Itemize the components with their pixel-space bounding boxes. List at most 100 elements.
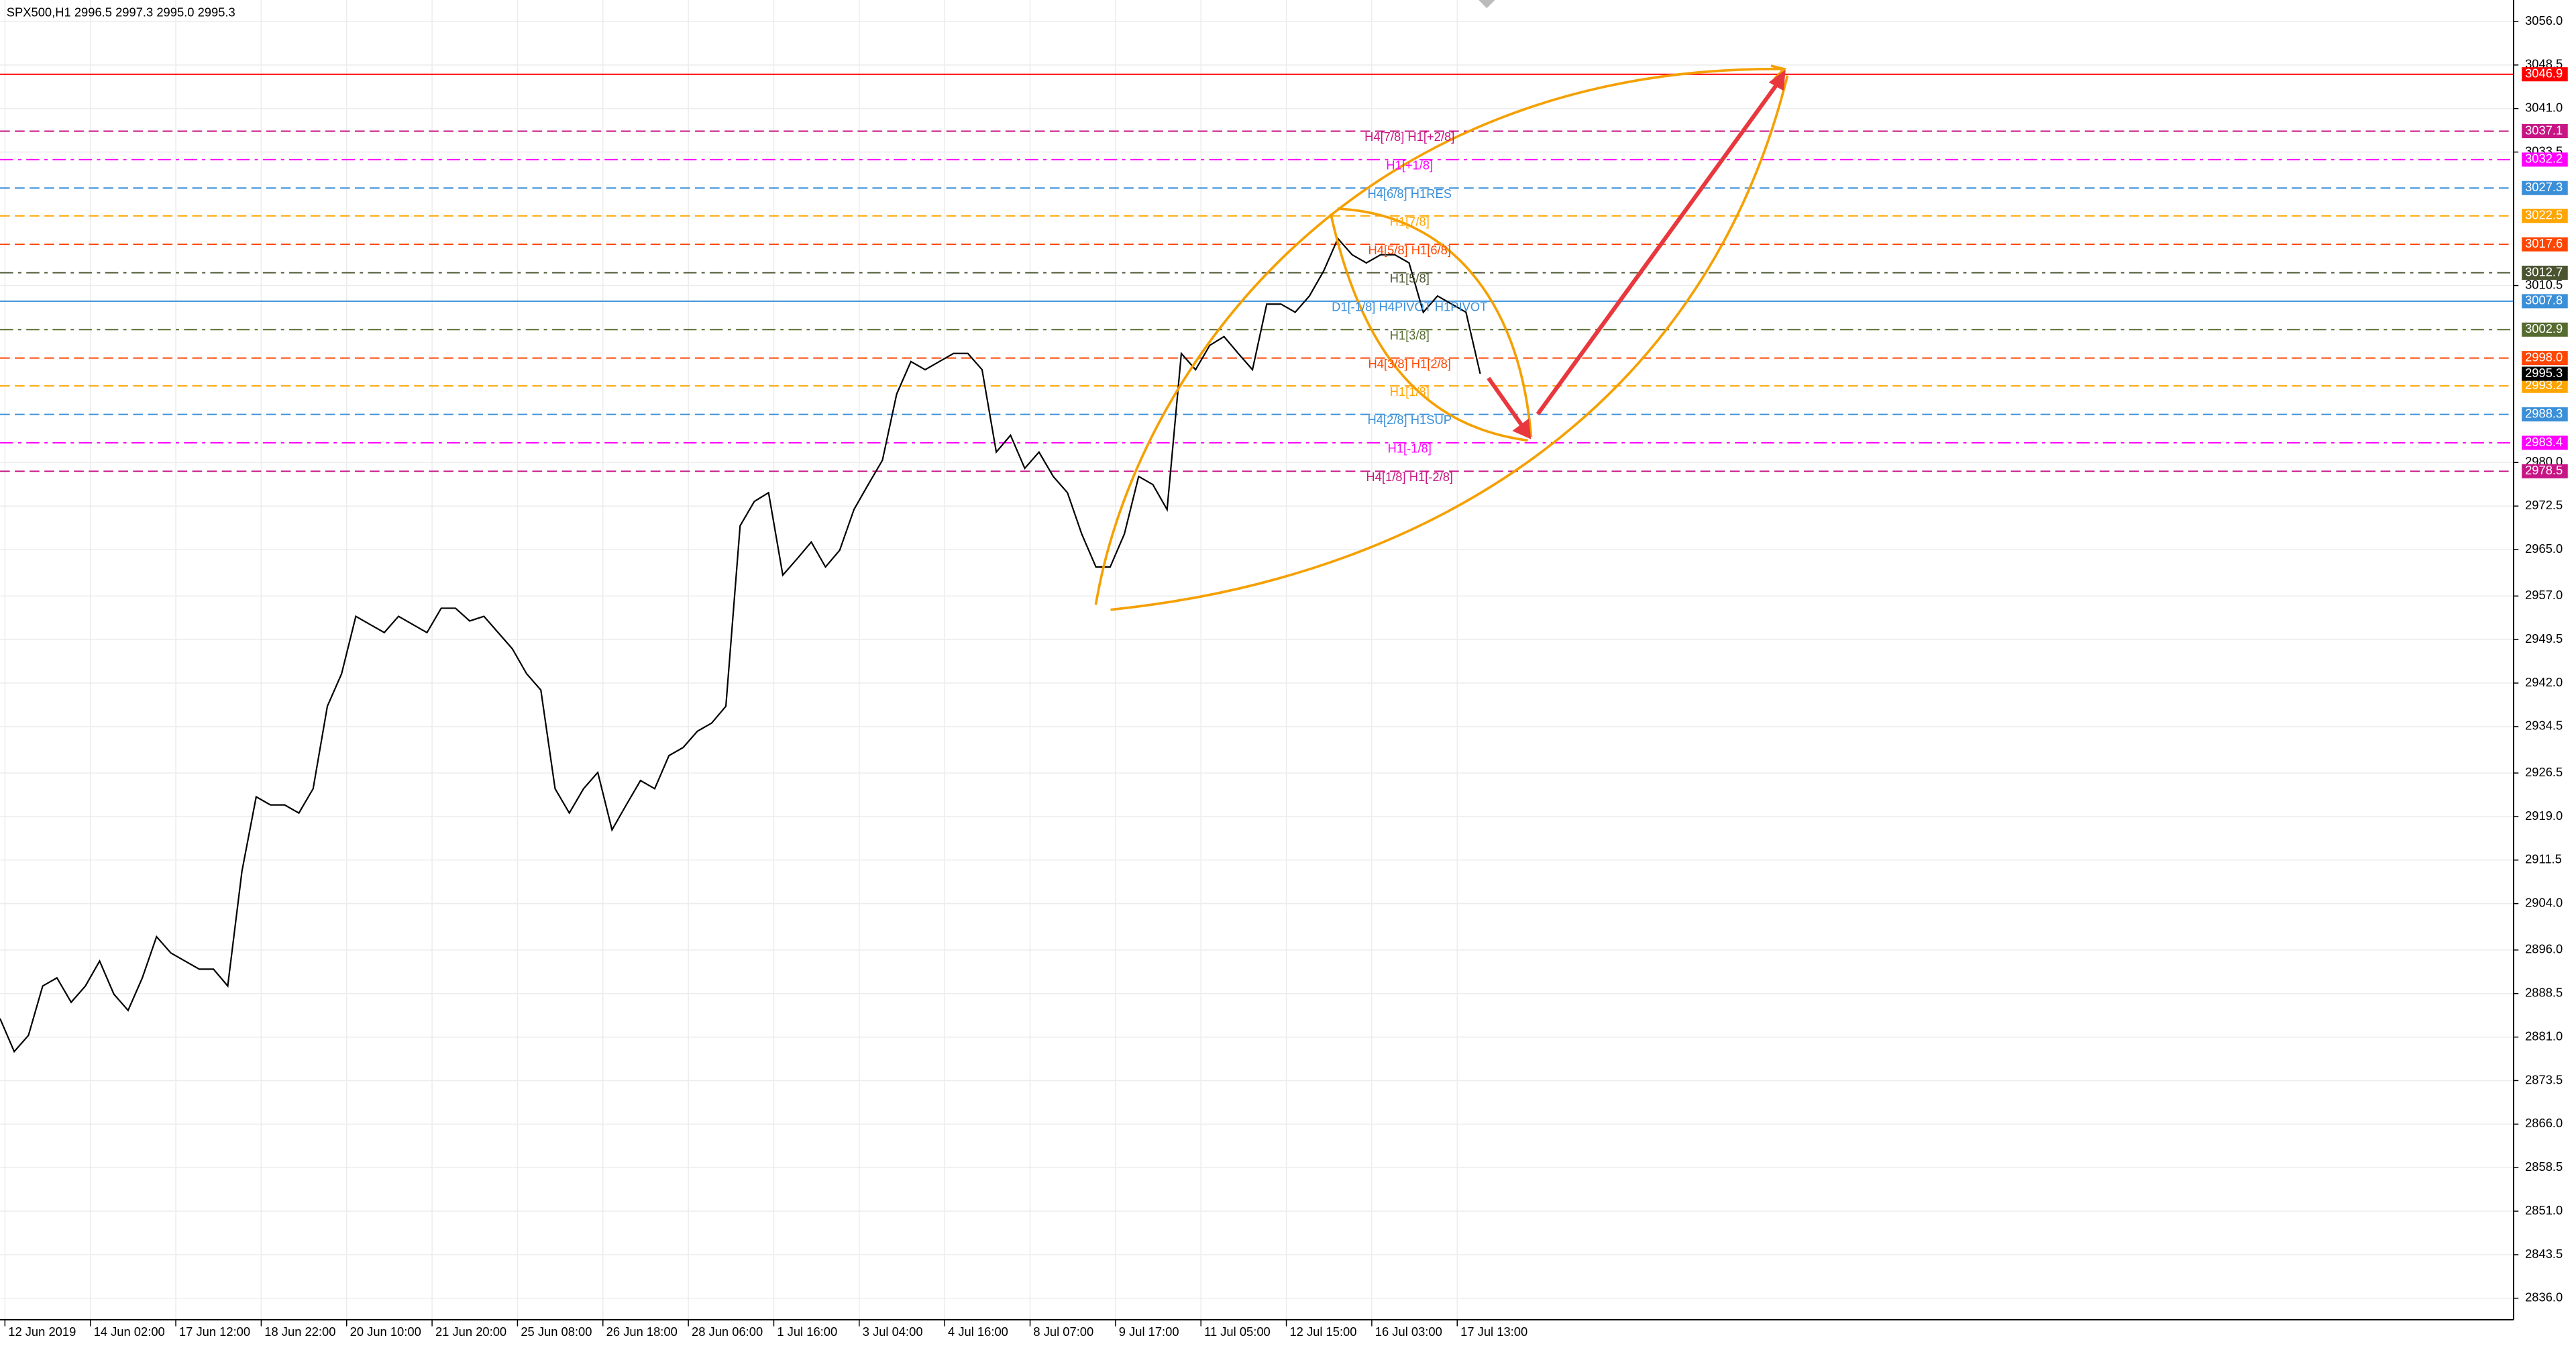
arrow-head xyxy=(1512,418,1532,439)
level-labels: H4[7/8] H1[+2/8] H1[+1/8] H4[6/8] H1RES H1[… xyxy=(1332,130,1487,484)
last-price-label: 2995.3 xyxy=(2525,366,2563,380)
level-name: H4[3/8] H1[2/8] xyxy=(1368,356,1450,370)
level-value: 3022.5 xyxy=(2525,208,2563,222)
x-tick-label: 12 Jul 15:00 xyxy=(1289,1325,1356,1339)
y-tick-label: 2957.0 xyxy=(2525,588,2563,602)
y-tick-label: 2911.5 xyxy=(2525,852,2562,866)
chart-title: SPX500,H1 2996.5 2997.3 2995.0 2995.3 xyxy=(7,5,235,19)
y-tick-label: 2843.5 xyxy=(2525,1247,2563,1261)
x-tick-label: 11 Jul 05:00 xyxy=(1204,1325,1271,1339)
y-tick-label: 2934.5 xyxy=(2525,719,2563,733)
x-tick-label: 9 Jul 17:00 xyxy=(1119,1325,1179,1339)
level-value: 3012.7 xyxy=(2525,264,2563,278)
x-tick-label: 16 Jul 03:00 xyxy=(1375,1325,1442,1339)
level-box xyxy=(2522,351,2568,366)
y-tick-label: 2888.5 xyxy=(2525,986,2563,1000)
curve xyxy=(1337,207,1533,437)
y-tick-label: 2904.0 xyxy=(2525,896,2563,910)
x-tick-label: 18 Jun 22:00 xyxy=(264,1325,335,1339)
y-tick-label: 3056.0 xyxy=(2525,13,2563,28)
level-name: H1[+1/8] xyxy=(1386,158,1433,172)
drawings xyxy=(1094,64,1789,611)
x-tick-label: 25 Jun 08:00 xyxy=(521,1325,592,1339)
y-tick-label: 2972.5 xyxy=(2525,498,2563,512)
x-tick-label: 17 Jul 13:00 xyxy=(1460,1325,1527,1339)
arrow-head xyxy=(1770,64,1787,80)
y-tick-label: 2836.0 xyxy=(2525,1290,2563,1304)
x-tick-label: 17 Jun 12:00 xyxy=(179,1325,250,1339)
level-value: 2978.5 xyxy=(2525,463,2563,477)
level-value: 3017.6 xyxy=(2525,236,2563,250)
level-name: H4[5/8] H1[6/8] xyxy=(1368,243,1450,257)
level-value: 3027.3 xyxy=(2525,180,2563,194)
x-tick-label: 26 Jun 18:00 xyxy=(606,1325,678,1339)
x-tick-label: 4 Jul 16:00 xyxy=(948,1325,1008,1339)
y-tick-label: 2942.0 xyxy=(2525,675,2563,689)
level-name: H4[7/8] H1[+2/8] xyxy=(1364,130,1454,144)
x-tick-label: 1 Jul 16:00 xyxy=(777,1325,837,1339)
level-box xyxy=(2522,123,2568,139)
level-value: 2988.3 xyxy=(2525,406,2563,420)
arrow xyxy=(1536,77,1783,416)
level-box xyxy=(2522,464,2568,478)
level-value: 3046.9 xyxy=(2525,66,2563,81)
level-box xyxy=(2522,322,2568,337)
level-name: D1[-1/8] H4PIVOT H1PIVOT xyxy=(1332,300,1487,314)
level-value: 2993.2 xyxy=(2525,378,2563,392)
x-tick-label: 14 Jun 02:00 xyxy=(94,1325,165,1339)
level-box xyxy=(2522,435,2568,450)
x-tick-label: 21 Jun 20:00 xyxy=(435,1325,506,1339)
last-price-box xyxy=(2522,366,2568,381)
level-box xyxy=(2522,152,2568,167)
y-tick-label: 3041.0 xyxy=(2525,101,2563,115)
level-name: H1[5/8] xyxy=(1390,271,1430,285)
level-box xyxy=(2522,67,2568,82)
grid xyxy=(0,0,2514,1320)
y-tick-label: 2926.5 xyxy=(2525,765,2563,779)
level-box xyxy=(2522,180,2568,195)
level-name: H1[1/8] xyxy=(1390,384,1430,399)
levels xyxy=(0,73,2514,472)
level-value: 3037.1 xyxy=(2525,123,2563,137)
x-tick-label: 28 Jun 06:00 xyxy=(692,1325,763,1339)
y-tick-label: 2896.0 xyxy=(2525,942,2563,956)
y-tick-label: 2851.0 xyxy=(2525,1203,2563,1217)
shift-marker xyxy=(1479,0,1495,9)
level-value: 3007.8 xyxy=(2525,293,2563,307)
curve xyxy=(1094,68,1783,605)
level-box xyxy=(2522,209,2568,223)
y-tick-label: 2919.0 xyxy=(2525,809,2563,823)
curve xyxy=(1110,75,1789,611)
level-name: H1[-1/8] xyxy=(1388,442,1432,456)
level-value: 2998.0 xyxy=(2525,350,2563,364)
y-tick-label: 2949.5 xyxy=(2525,631,2563,645)
level-box xyxy=(2522,265,2568,280)
level-name: H4[6/8] H1RES xyxy=(1367,187,1452,201)
price-line xyxy=(0,237,1481,1053)
level-box xyxy=(2522,407,2568,422)
level-name: H1[7/8] xyxy=(1390,214,1430,228)
level-value: 2983.4 xyxy=(2525,435,2563,449)
x-tick-label: 3 Jul 04:00 xyxy=(863,1325,923,1339)
arrow-head xyxy=(1768,69,1786,91)
level-box xyxy=(2522,378,2568,393)
level-box xyxy=(2522,294,2568,309)
price-series xyxy=(0,237,1481,1053)
level-name: H1[3/8] xyxy=(1390,328,1430,342)
y-tick-label: 2965.0 xyxy=(2525,541,2563,556)
curve xyxy=(1329,213,1528,442)
y-tick-label: 2858.5 xyxy=(2525,1159,2563,1174)
level-value: 3002.9 xyxy=(2525,321,2563,335)
y-tick-label: 3010.5 xyxy=(2525,277,2563,291)
y-tick-label: 2866.0 xyxy=(2525,1116,2563,1130)
x-tick-label: 12 Jun 2019 xyxy=(8,1325,76,1339)
level-value: 3032.2 xyxy=(2525,152,2563,166)
level-name: H4[1/8] H1[-2/8] xyxy=(1366,470,1453,484)
y-tick-label: 2881.0 xyxy=(2525,1029,2563,1043)
x-tick-label: 20 Jun 10:00 xyxy=(350,1325,421,1339)
y-tick-label: 2873.5 xyxy=(2525,1072,2563,1086)
level-box xyxy=(2522,237,2568,252)
axes: 3056.03048.53041.03033.53010.52980.02972… xyxy=(4,13,2568,1339)
